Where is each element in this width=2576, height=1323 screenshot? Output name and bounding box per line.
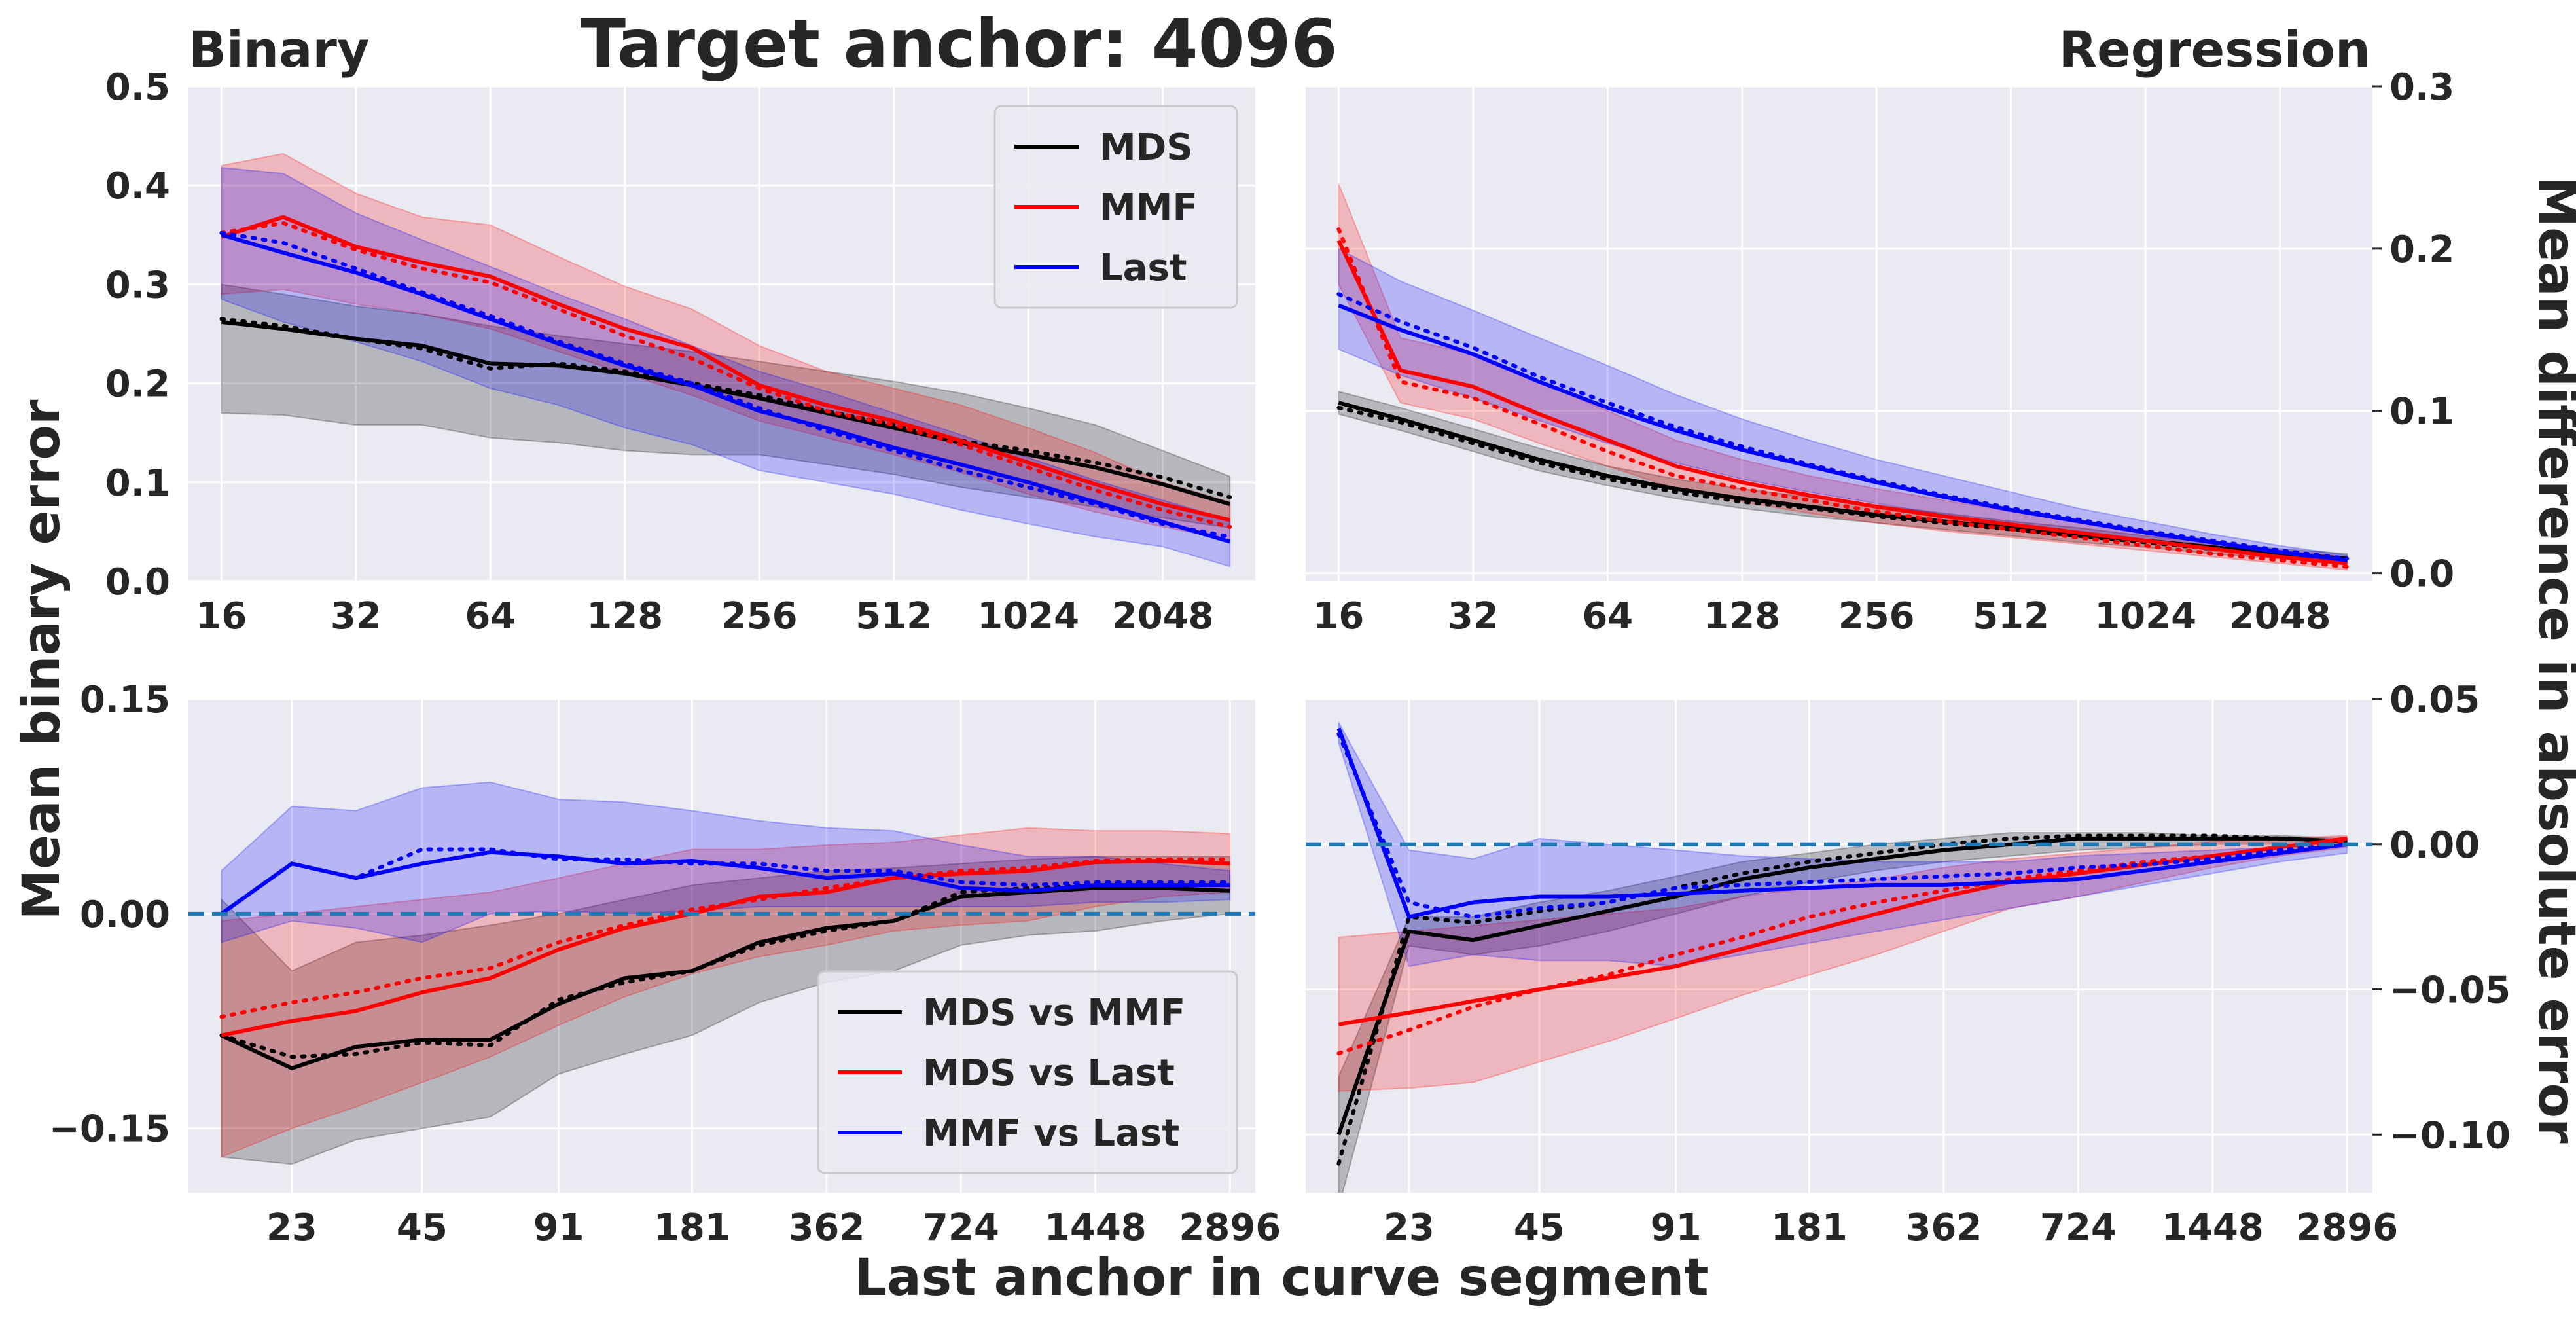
x-axis-label: Last anchor in curve segment [854, 1248, 1708, 1307]
x-tick-label: 128 [586, 595, 663, 638]
x-tick-label: 91 [533, 1206, 584, 1249]
legend-label: Last [1100, 247, 1187, 289]
y-axis-label-right: Mean difference in absolute error [2527, 176, 2576, 1144]
y-axis-label-left: Mean binary error [12, 399, 71, 920]
series-line-dotted [219, 847, 1232, 916]
series-line [221, 886, 1230, 1070]
panels: 16 32 64 128 256 512 1024 2048 0.0 0.1 0.2 0.3 0.4 0.… [49, 66, 2511, 1249]
series-line [1336, 240, 2348, 566]
x-tick-label: 512 [855, 595, 932, 638]
x-tick-label: 724 [923, 1206, 999, 1249]
regression-top-panel: 16 32 64 128 256 512 1024 2048 0.0 0.1 0.2 0.3 [1306, 66, 2454, 638]
y-tick-label: 0.2 [105, 363, 170, 406]
x-tick-label: 23 [266, 1206, 317, 1249]
x-tick-label: 1024 [977, 595, 1079, 638]
y-tick-label: 0.5 [105, 66, 170, 109]
legend-box [817, 970, 1238, 1174]
x-tick-label: 181 [1771, 1206, 1848, 1249]
y-tick-label: 0.2 [2389, 228, 2454, 271]
regression-bottom-plot-area [1306, 699, 2372, 1193]
series-line-dotted [1336, 833, 2350, 1166]
x-tick-label: 256 [1838, 595, 1915, 638]
y-tick-label: 0.0 [2389, 553, 2454, 596]
x-tick-label: 1024 [2094, 595, 2196, 638]
x-tick-label: 724 [2040, 1206, 2117, 1249]
legend-label: MDS vs MMF [923, 992, 1185, 1034]
x-tick-label: 2048 [2229, 595, 2331, 638]
x-tick-label: 64 [465, 595, 516, 638]
series-line [221, 319, 1231, 506]
binary-panel-label: Binary [188, 20, 369, 79]
confidence-band [1338, 183, 2348, 571]
figure-title: Target anchor: 4096 [580, 5, 1337, 83]
y-tick-label: 0.00 [80, 894, 170, 936]
legend-label: MDS [1100, 126, 1193, 169]
legend-label: MMF [1100, 187, 1198, 229]
y-tick-label: −0.15 [49, 1108, 170, 1151]
x-tick-label: 2896 [1179, 1206, 1281, 1249]
series-line-dotted [219, 230, 1232, 539]
x-tick-label: 16 [196, 595, 247, 638]
legend-box [993, 105, 1238, 309]
binary-bottom-series-layer [219, 781, 1232, 1165]
y-tick-label: 0.0 [105, 561, 170, 604]
regression-bottom-series-layer [1336, 722, 2350, 1193]
x-tick-label: 2896 [2296, 1206, 2398, 1249]
y-tick-label: 0.00 [2389, 824, 2480, 867]
y-tick-label: 0.15 [80, 679, 170, 721]
x-tick-label: 512 [1973, 595, 2049, 638]
regression-top-series-layer [1336, 183, 2350, 571]
series-line [1336, 836, 2348, 1136]
x-tick-label: 2048 [1112, 595, 1214, 638]
binary-top-panel: 16 32 64 128 256 512 1024 2048 0.0 0.1 0.2 0.3 0.4 0.… [105, 66, 1255, 638]
x-tick-label: 32 [1448, 595, 1499, 638]
series-line [221, 232, 1231, 544]
regression-panel-label: Regression [2059, 20, 2370, 79]
binary-top-series-layer [219, 153, 1232, 568]
x-tick-label: 45 [397, 1206, 448, 1249]
series-line [221, 215, 1230, 522]
y-tick-label: 0.3 [2389, 66, 2454, 109]
x-tick-label: 64 [1582, 595, 1633, 638]
y-tick-label: −0.10 [2389, 1114, 2511, 1157]
x-tick-label: 16 [1313, 595, 1364, 638]
y-tick-label: 0.05 [2389, 679, 2480, 721]
x-tick-label: 45 [1514, 1206, 1565, 1249]
legend-label: MDS vs Last [923, 1052, 1175, 1095]
confidence-band [221, 781, 1231, 943]
x-tick-label: 181 [654, 1206, 730, 1249]
series-line-dotted [219, 857, 1232, 1019]
regression-bottom-panel: 23 45 91 181 362 724 1448 2896 −0.10 −0.05 0.00 0.0… [1306, 679, 2511, 1249]
legend-label: MMF vs Last [923, 1112, 1179, 1155]
series-line-dotted [1336, 732, 2350, 919]
x-tick-label: 362 [788, 1206, 865, 1249]
binary-top-legend: MDS MMF Last [993, 105, 1238, 309]
series-line-dotted [1336, 839, 2350, 1056]
x-tick-label: 91 [1651, 1206, 1702, 1249]
series-line [220, 850, 1230, 916]
binary-bottom-panel: 23 45 91 181 362 724 1448 2896 −0.15 0.00 0.15 MDS … [49, 679, 1281, 1249]
confidence-band [221, 827, 1231, 1158]
x-tick-label: 32 [331, 595, 382, 638]
y-tick-label: 0.4 [105, 165, 170, 208]
series-line [221, 859, 1230, 1038]
y-tick-label: 0.3 [105, 264, 170, 306]
x-tick-label: 1448 [1045, 1206, 1147, 1249]
binary-bottom-legend: MDS vs MMF MDS vs Last MMF vs Last [817, 970, 1238, 1174]
x-tick-label: 362 [1905, 1206, 1982, 1249]
x-tick-label: 23 [1384, 1206, 1435, 1249]
y-tick-label: 0.1 [105, 462, 170, 505]
confidence-band [1338, 835, 2348, 1092]
series-line [1336, 727, 2348, 919]
series-line-dotted [219, 221, 1232, 529]
y-tick-label: −0.05 [2389, 970, 2511, 1012]
y-tick-label: 0.1 [2389, 391, 2454, 433]
series-line [1338, 836, 2348, 1026]
x-tick-label: 256 [721, 595, 798, 638]
x-tick-label: 128 [1704, 595, 1780, 638]
x-tick-label: 1448 [2162, 1206, 2264, 1249]
series-line-dotted [1336, 227, 2350, 569]
series-line [1338, 303, 2348, 562]
